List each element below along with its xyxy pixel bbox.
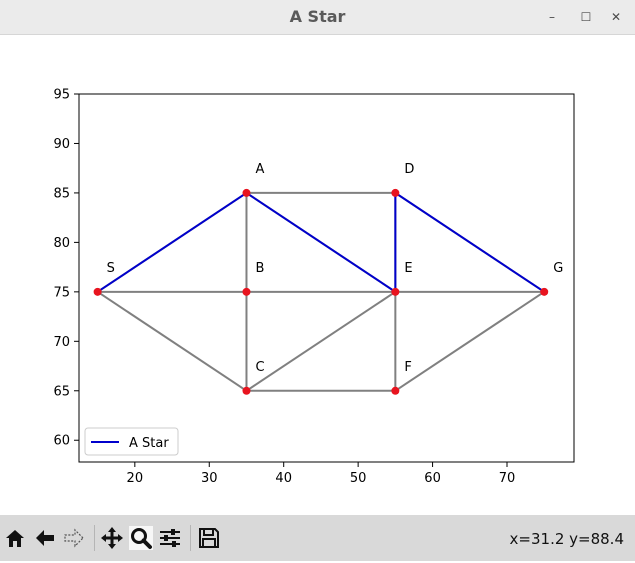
back-icon [36,530,54,546]
node-label-E: E [404,261,412,276]
back-button[interactable] [33,526,57,550]
window-title: A Star [289,7,346,26]
node-label-D: D [404,162,414,177]
node-label-C: C [255,360,264,375]
y-tick-label: 65 [53,384,70,399]
node-E [391,287,400,296]
home-icon [6,530,24,547]
legend-label: A Star [129,436,169,451]
node-label-A: A [255,162,264,177]
maximize-button[interactable]: ☐ [580,10,592,24]
edge-S-C [97,291,248,392]
axes-frame [78,93,575,463]
figure-canvas[interactable]: S A B C D E F G 20 30 40 50 60 70 60 65 70 75 80 85 90 95 A St… [0,35,635,515]
edge-C-E [245,291,396,392]
x-tick-label: 50 [350,471,367,486]
x-tick-label: 20 [127,471,144,486]
node-F [391,386,400,395]
configure-subplots-icon [160,529,180,547]
y-tick-label: 80 [53,236,70,251]
pan-icon [101,527,123,549]
save-button[interactable] [197,526,221,550]
y-tick-label: 95 [53,88,70,103]
toolbar-separator [190,525,191,551]
path-line [97,191,545,294]
save-icon [199,528,219,548]
x-tick-label: 70 [499,471,516,486]
zoom-icon [131,528,152,549]
y-tick-label: 60 [53,434,70,449]
legend-box [84,427,179,456]
forward-button[interactable] [62,526,86,550]
x-tick-label: 30 [201,471,218,486]
node-label-F: F [404,360,411,375]
y-tick-label: 75 [53,285,70,300]
navigation-toolbar: x=31.2 y=88.4 [0,515,635,561]
node-A [242,188,251,197]
node-label-G: G [553,261,563,276]
close-button[interactable]: ✕ [610,10,622,24]
cursor-coordinates: x=31.2 y=88.4 [509,530,624,548]
forward-icon [64,528,84,548]
node-B [242,287,251,296]
title-bar: A Star – ☐ ✕ [0,0,635,35]
node-label-B: B [255,261,264,276]
configure-subplots-button[interactable] [158,526,182,550]
y-tick-label: 70 [53,335,70,350]
zoom-button[interactable] [129,526,153,550]
node-C [242,386,251,395]
plot-svg: S A B C D E F G 20 30 40 50 60 70 60 65 70 75 80 85 90 95 A St… [53,88,575,486]
node-D [391,188,400,197]
pan-button[interactable] [100,526,124,550]
node-G [540,287,549,296]
node-label-S: S [107,261,115,276]
home-button[interactable] [3,526,27,550]
x-tick-label: 40 [275,471,292,486]
edge-F-G [394,291,545,392]
y-tick-label: 85 [53,186,70,201]
y-tick-label: 90 [53,137,70,152]
minimize-button[interactable]: – [549,10,555,24]
toolbar-separator [94,525,95,551]
node-S [93,287,102,296]
x-tick-label: 60 [424,471,441,486]
